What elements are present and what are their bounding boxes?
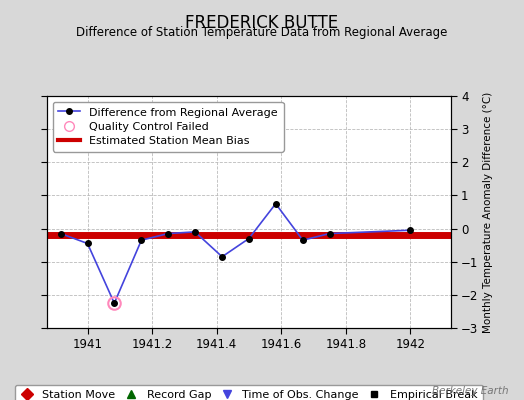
Text: Berkeley Earth: Berkeley Earth xyxy=(432,386,508,396)
Y-axis label: Monthly Temperature Anomaly Difference (°C): Monthly Temperature Anomaly Difference (… xyxy=(483,91,493,333)
Text: FREDERICK BUTTE: FREDERICK BUTTE xyxy=(185,14,339,32)
Legend: Station Move, Record Gap, Time of Obs. Change, Empirical Break: Station Move, Record Gap, Time of Obs. C… xyxy=(15,384,483,400)
Text: Difference of Station Temperature Data from Regional Average: Difference of Station Temperature Data f… xyxy=(77,26,447,39)
